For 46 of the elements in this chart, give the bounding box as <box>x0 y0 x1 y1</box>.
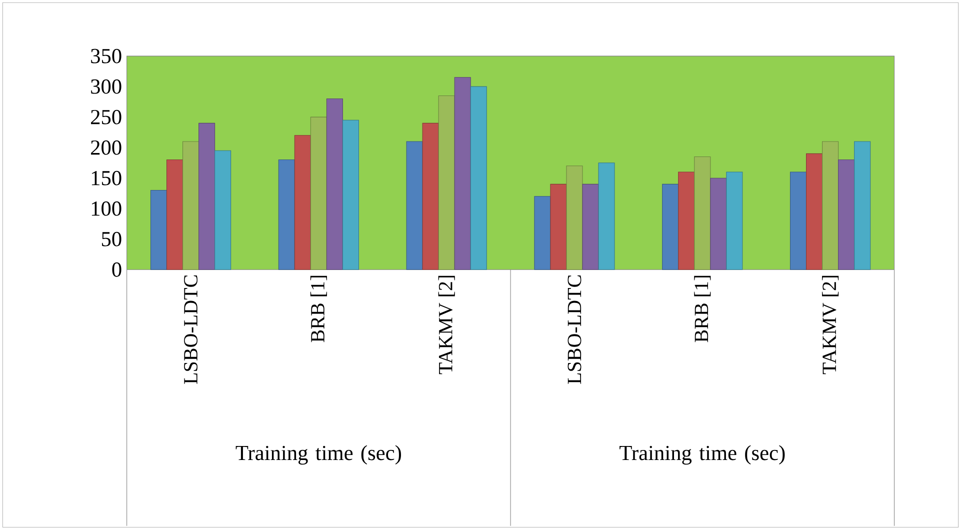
bar <box>150 190 168 270</box>
x-tick-label: LSBO-LDTC <box>184 275 198 384</box>
y-tick-label: 200 <box>91 140 122 155</box>
bar <box>806 153 823 270</box>
x-tick-label: TAKMV [2] <box>822 276 839 374</box>
y-tick-label: 150 <box>92 170 122 186</box>
bar <box>422 122 439 270</box>
bar <box>278 160 295 270</box>
bar <box>214 150 232 270</box>
bar <box>326 98 343 270</box>
y-tick-label: 0 <box>112 262 122 277</box>
bar <box>550 184 567 270</box>
bar <box>678 172 695 270</box>
bar <box>598 162 615 270</box>
bar <box>470 86 487 270</box>
bar <box>838 160 855 270</box>
y-tick-label: 50 <box>102 232 122 246</box>
y-tick-label: 100 <box>92 201 122 216</box>
bar <box>310 116 327 270</box>
bar <box>790 172 807 270</box>
bar <box>534 196 551 270</box>
bar <box>198 122 216 270</box>
bar <box>822 141 839 270</box>
text: Training time (sec) <box>236 445 401 465</box>
bar <box>566 166 583 270</box>
x-tick-label: BRB [1] <box>694 276 711 342</box>
bar <box>406 141 423 270</box>
bar <box>710 178 727 270</box>
bar <box>342 120 359 270</box>
bar <box>726 172 743 270</box>
bar <box>582 184 599 270</box>
bar <box>662 184 679 270</box>
x-tick-label: LSBO-LDTC <box>568 275 582 384</box>
bar <box>294 135 311 270</box>
x-tick-label: BRB [1] <box>310 276 327 342</box>
bar <box>694 156 711 270</box>
bar <box>854 141 871 270</box>
bar <box>166 160 184 270</box>
y-tick-label: 350 <box>91 48 122 64</box>
x-tick-label: TAKMV [2] <box>438 276 455 374</box>
bar <box>182 141 200 270</box>
y-tick-label: 300 <box>91 79 122 94</box>
bar <box>438 96 455 270</box>
bar <box>454 77 471 270</box>
y-tick-label: 250 <box>91 110 122 124</box>
text: Training time (sec) <box>620 445 785 465</box>
